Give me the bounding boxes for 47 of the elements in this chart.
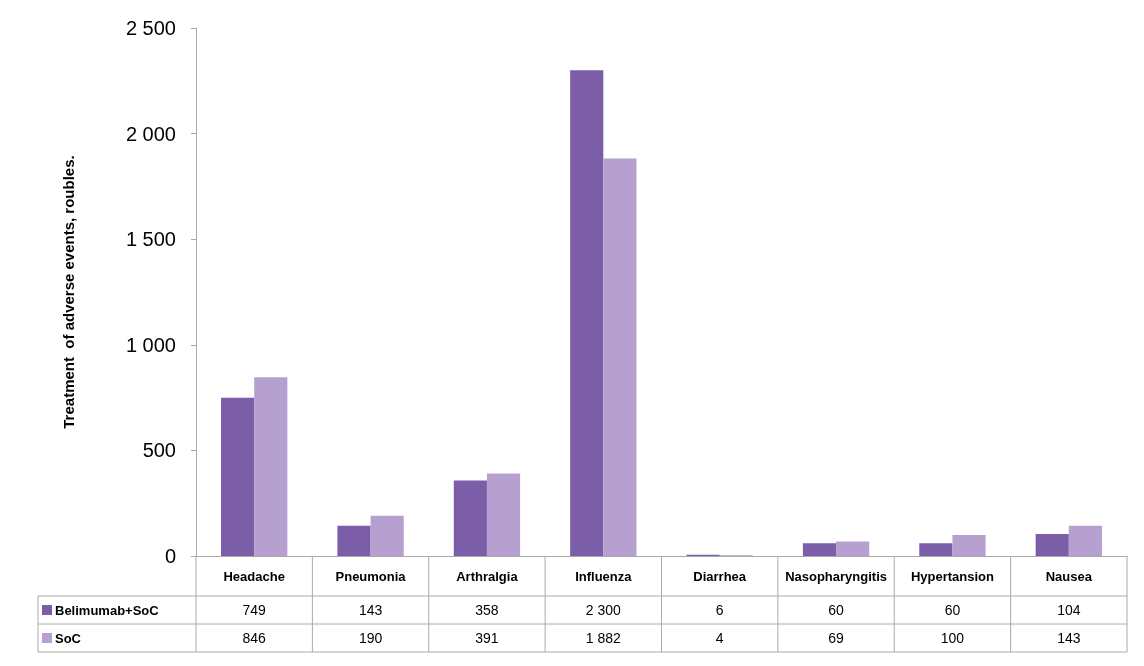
data-label: 358 [475,602,499,618]
data-label: 104 [1057,602,1081,618]
y-tick-label: 2 500 [125,17,176,39]
x-tick-label: Nasopharyngitis [785,569,887,584]
y-tick-label: 2 000 [125,122,176,145]
bar [221,397,255,556]
data-label: 143 [1057,630,1081,646]
data-label: 1 882 [585,630,622,646]
bar [1035,534,1069,556]
bar [603,158,637,556]
y-tick-label: 1 500 [125,228,176,251]
y-tick-label: 1 000 [125,333,176,356]
x-tick-label: Diarrhea [693,569,747,584]
x-tick-label: Influenza [575,569,633,584]
x-tick-label: Nausea [1045,569,1093,584]
bar [952,534,986,556]
x-tick-label: Hypertansion [910,569,995,584]
bar [836,541,870,556]
x-tick-label: Pneumonia [335,569,407,584]
x-tick-label: Arthralgia [456,569,519,584]
bar [254,377,288,556]
y-axis-title: Treatment of adverse events, roubles. [60,155,77,429]
data-label: 69 [828,630,845,646]
bar [486,473,521,556]
x-tick-label: Headache [223,569,285,584]
bar [370,515,404,556]
legend-label: SoC [55,630,82,646]
bar [337,525,371,556]
legend-label: Belimumab+SoC [55,602,160,618]
data-label: 143 [358,602,383,618]
y-tick-label: 500 [142,439,176,462]
data-label: 2 300 [585,602,622,618]
data-label: 6 [715,602,724,618]
data-label: 749 [242,602,267,618]
data-label: 60 [828,602,845,618]
data-label: 60 [944,602,961,618]
y-tick-label: 0 [164,545,176,567]
bar [453,480,487,556]
data-label: 190 [358,630,383,646]
data-label: 4 [715,630,724,646]
bar [570,70,604,556]
bar [919,543,953,556]
bar [1068,525,1102,556]
bar [802,543,837,556]
data-label: 846 [242,630,267,646]
data-label: 391 [475,630,499,646]
data-label: 100 [940,630,965,646]
